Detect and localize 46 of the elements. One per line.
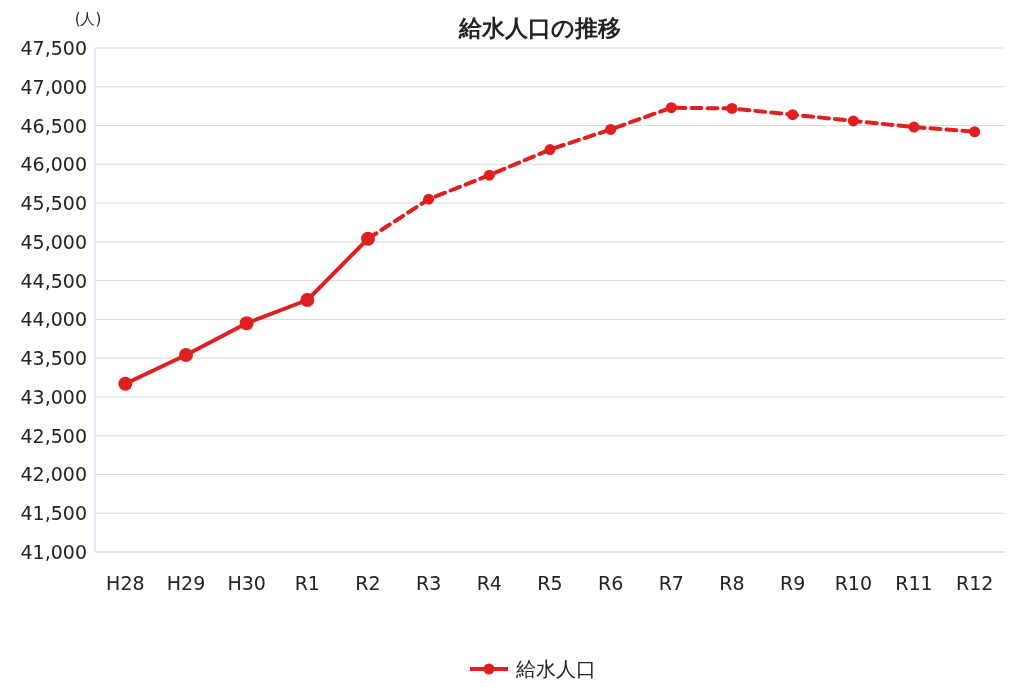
point xyxy=(118,376,133,391)
y-tick-label: 42,000 xyxy=(20,463,87,486)
x-tick-label: R9 xyxy=(780,572,806,594)
x-tick-label: R1 xyxy=(294,572,320,594)
point xyxy=(726,102,738,114)
y-tick-label: 45,500 xyxy=(20,192,87,215)
point xyxy=(300,293,315,307)
y-tick-label: 45,000 xyxy=(20,230,87,253)
point xyxy=(665,102,677,114)
point xyxy=(605,123,617,135)
point xyxy=(969,126,981,138)
x-tick-label: R10 xyxy=(834,572,873,594)
x-tick-label: H29 xyxy=(166,572,206,594)
point xyxy=(179,348,193,363)
point xyxy=(483,169,495,181)
y-tick-label: 41,500 xyxy=(20,502,87,525)
y-tick-label: 46,000 xyxy=(20,153,87,176)
y-tick-label: 47,500 xyxy=(20,37,87,59)
point xyxy=(787,109,799,121)
y-tick-label: 47,000 xyxy=(20,75,87,98)
point xyxy=(239,316,254,331)
x-tick-label: R3 xyxy=(416,572,442,594)
point xyxy=(908,121,920,133)
x-tick-label: H30 xyxy=(227,572,266,594)
y-tick-label: 43,500 xyxy=(20,347,87,370)
y-tick-label: 44,500 xyxy=(20,269,87,292)
x-tick-label: R5 xyxy=(537,572,563,594)
point xyxy=(423,193,435,205)
y-tick-label: 43,000 xyxy=(20,385,87,408)
x-tick-label: R8 xyxy=(719,572,745,594)
x-tick-label: R11 xyxy=(895,572,933,594)
y-tick-label: 42,500 xyxy=(20,424,87,447)
point xyxy=(847,115,859,127)
y-axis-title: (人) xyxy=(74,10,102,28)
legend-label: 給水人口 xyxy=(515,657,596,681)
x-tick-label: R12 xyxy=(955,572,994,594)
y-tick-label: 44,000 xyxy=(20,308,87,331)
x-tick-label: R7 xyxy=(658,572,684,594)
point xyxy=(544,144,556,156)
x-tick-label: R6 xyxy=(598,572,624,594)
x-tick-label: R4 xyxy=(476,572,502,594)
chart-title: 給水人口の推移 xyxy=(458,15,621,41)
y-tick-label: 46,500 xyxy=(20,114,87,137)
x-tick-label: H28 xyxy=(106,572,145,594)
x-tick-label: R2 xyxy=(355,572,381,594)
y-tick-label: 41,000 xyxy=(20,541,87,563)
